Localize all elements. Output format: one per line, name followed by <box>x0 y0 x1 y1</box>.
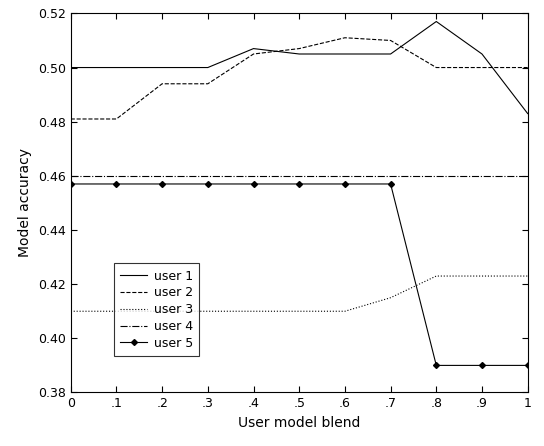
user 1 <box>479 51 485 57</box>
user 3 <box>205 309 211 314</box>
Line: user 5: user 5 <box>69 182 530 368</box>
Y-axis label: Model accuracy: Model accuracy <box>18 149 32 257</box>
user 1 <box>205 65 211 70</box>
user 5 <box>250 182 257 187</box>
user 1 <box>159 65 165 70</box>
user 2 <box>296 46 302 51</box>
user 2 <box>479 65 485 70</box>
user 1 <box>524 111 531 116</box>
user 3 <box>113 309 120 314</box>
user 3 <box>342 309 348 314</box>
Line: user 2: user 2 <box>71 38 528 119</box>
user 2 <box>433 65 440 70</box>
X-axis label: User model blend: User model blend <box>238 416 360 430</box>
user 1 <box>296 51 302 57</box>
user 5 <box>159 182 165 187</box>
user 1 <box>67 65 74 70</box>
Legend: user 1, user 2, user 3, user 4, user 5: user 1, user 2, user 3, user 4, user 5 <box>114 264 199 356</box>
user 1 <box>433 19 440 24</box>
user 5 <box>342 182 348 187</box>
user 3 <box>433 273 440 279</box>
user 1 <box>113 65 120 70</box>
user 3 <box>159 309 165 314</box>
user 5 <box>296 182 302 187</box>
user 2 <box>67 116 74 122</box>
user 2 <box>524 65 531 70</box>
user 2 <box>387 38 394 43</box>
user 3 <box>524 273 531 279</box>
user 3 <box>250 309 257 314</box>
user 2 <box>159 81 165 87</box>
user 1 <box>387 51 394 57</box>
user 2 <box>113 116 120 122</box>
user 5 <box>67 182 74 187</box>
user 5 <box>205 182 211 187</box>
user 5 <box>479 363 485 368</box>
user 3 <box>67 309 74 314</box>
user 1 <box>342 51 348 57</box>
user 5 <box>387 182 394 187</box>
user 3 <box>479 273 485 279</box>
user 1 <box>250 46 257 51</box>
user 2 <box>250 51 257 57</box>
user 5 <box>524 363 531 368</box>
user 2 <box>205 81 211 87</box>
user 3 <box>387 295 394 301</box>
user 2 <box>342 35 348 41</box>
Line: user 1: user 1 <box>71 21 528 114</box>
user 3 <box>296 309 302 314</box>
Line: user 3: user 3 <box>71 276 528 311</box>
user 5 <box>113 182 120 187</box>
user 5 <box>433 363 440 368</box>
